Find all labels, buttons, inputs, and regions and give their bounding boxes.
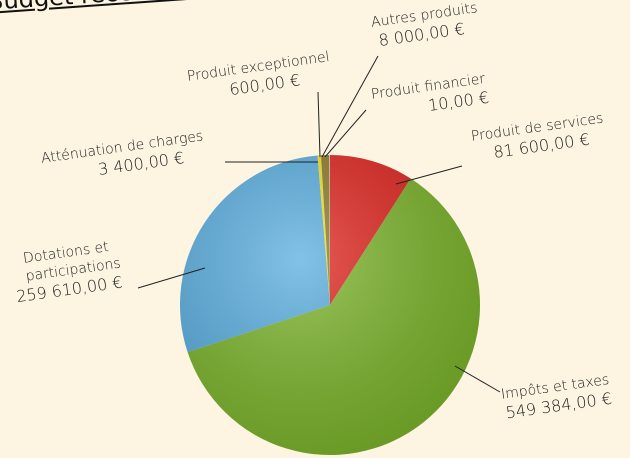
- leader-line: [321, 55, 379, 158]
- leader-line: [324, 109, 367, 158]
- leader-line: [454, 365, 501, 393]
- leader-line: [395, 165, 463, 185]
- leader-line: [317, 91, 321, 158]
- pie-shade: [180, 155, 480, 455]
- leader-line: [137, 267, 206, 289]
